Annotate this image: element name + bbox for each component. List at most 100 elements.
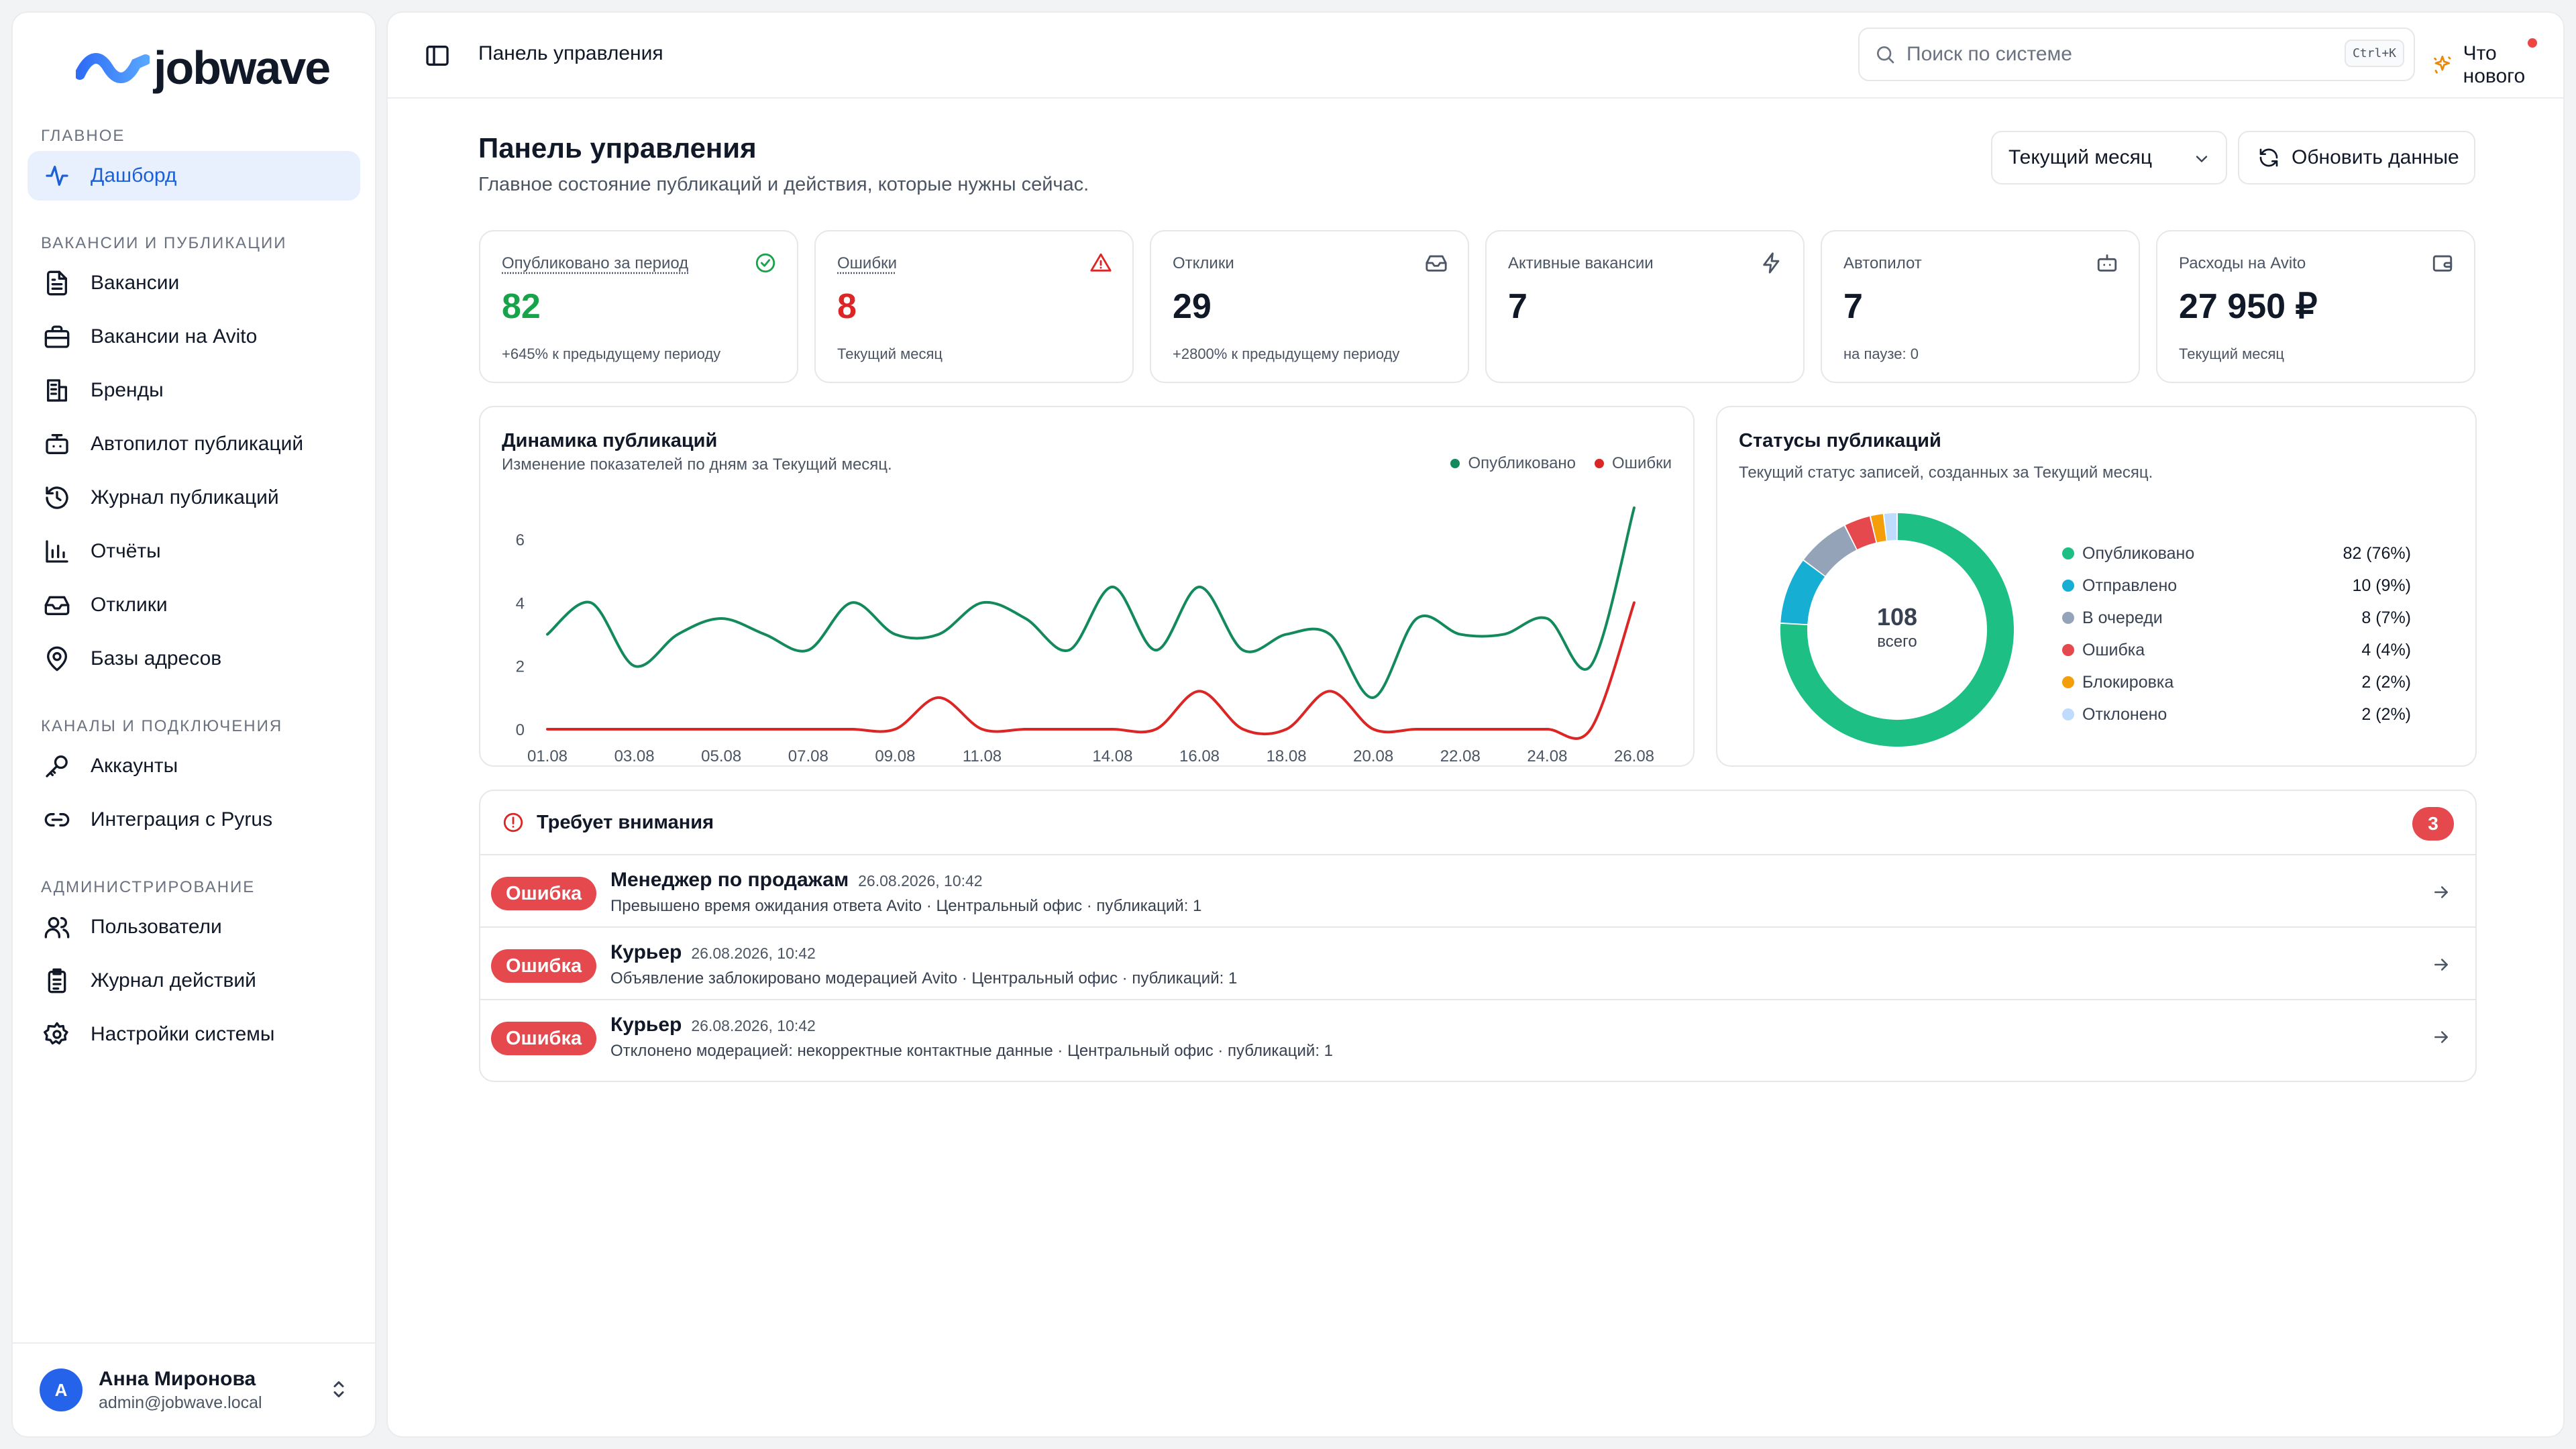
inbox-icon bbox=[1426, 255, 1447, 272]
stat-note: на паузе: 0 bbox=[1843, 345, 1919, 362]
search-input[interactable] bbox=[1907, 43, 2296, 66]
whats-new-label: Что нового bbox=[2463, 42, 2526, 87]
x-tick-label: 26.08 bbox=[1614, 747, 1654, 765]
stat-card-responses: Отклики 29 +2800% к предыдущему периоду bbox=[1150, 230, 1469, 383]
legend-dot bbox=[2062, 612, 2074, 624]
page-subtitle: Главное состояние публикаций и действия,… bbox=[478, 174, 1089, 195]
stat-label[interactable]: Ошибки bbox=[837, 254, 897, 272]
sidebar-item-users[interactable]: Пользователи bbox=[28, 902, 360, 952]
status-legend-item: В очереди 8 (7%) bbox=[2062, 602, 2411, 634]
donut-slice-1 bbox=[1780, 560, 1825, 625]
search-icon bbox=[1877, 46, 1894, 64]
activity-icon bbox=[46, 166, 68, 186]
sidebar-item-label: Автопилот публикаций bbox=[91, 433, 304, 455]
status-legend-label: Блокировка bbox=[2082, 672, 2174, 692]
sidebar-item-label: Вакансии bbox=[91, 272, 180, 294]
nav-section-vacancies: ВАКАНСИИ И ПУБЛИКАЦИИ bbox=[41, 234, 287, 252]
x-tick-label: 14.08 bbox=[1092, 747, 1132, 765]
key-icon bbox=[46, 755, 68, 777]
user-menu[interactable]: А Анна Миронова admin@jobwave.local bbox=[13, 1342, 375, 1436]
sidebar-item-label: Бренды bbox=[91, 379, 164, 401]
attention-item[interactable]: Ошибка Курьер 26.08.2026, 10:42 Отклонено… bbox=[480, 1000, 2475, 1073]
legend-item-published: Опубликовано bbox=[1450, 454, 1576, 473]
status-legend-value: 2 (2%) bbox=[2361, 704, 2411, 724]
x-tick-label: 22.08 bbox=[1440, 747, 1481, 765]
sidebar-item-label: Пользователи bbox=[91, 916, 222, 938]
main-content: Панель управления Ctrl+K Что нового Пане… bbox=[386, 11, 2565, 1438]
panel-subtitle: Изменение показателей по дням за Текущий… bbox=[502, 455, 892, 474]
stat-value: 82 bbox=[502, 287, 541, 326]
y-tick-label: 0 bbox=[516, 721, 525, 739]
status-legend-item: Блокировка 2 (2%) bbox=[2062, 666, 2411, 698]
panel-title: Динамика публикаций bbox=[502, 430, 718, 451]
sidebar-item-accounts[interactable]: Аккаунты bbox=[28, 741, 360, 791]
stat-value: 8 bbox=[837, 287, 857, 326]
sparkles-icon bbox=[2434, 55, 2451, 74]
stat-value: 29 bbox=[1173, 287, 1212, 326]
sidebar-toggle-icon[interactable] bbox=[424, 42, 451, 69]
x-tick-label: 05.08 bbox=[701, 747, 741, 765]
arrow-right-icon[interactable] bbox=[2431, 882, 2451, 902]
sidebar-item-pyrus-integration[interactable]: Интеграция с Pyrus bbox=[28, 795, 360, 845]
y-tick-label: 6 bbox=[516, 531, 525, 549]
sidebar-item-dashboard[interactable]: Дашборд bbox=[28, 151, 360, 201]
sidebar-item-label: Журнал публикаций bbox=[91, 486, 279, 508]
search-box[interactable]: Ctrl+K bbox=[1858, 28, 2415, 81]
map-pin-icon bbox=[47, 646, 68, 672]
x-tick-label: 16.08 bbox=[1179, 747, 1220, 765]
nav-section-admin: АДМИНИСТРИРОВАНИЕ bbox=[41, 878, 256, 896]
stat-label[interactable]: Опубликовано за период bbox=[502, 254, 689, 272]
legend-item-errors: Ошибки bbox=[1595, 454, 1672, 473]
sidebar-item-address-bases[interactable]: Базы адресов bbox=[28, 634, 360, 684]
brand-logo[interactable]: jobwave bbox=[76, 41, 331, 95]
attention-item[interactable]: Ошибка Менеджер по продажам 26.08.2026, 1… bbox=[480, 855, 2475, 928]
sidebar-item-vacancies[interactable]: Вакансии bbox=[28, 258, 360, 308]
chevrons-up-down-icon[interactable] bbox=[327, 1377, 351, 1401]
stat-label: Отклики bbox=[1173, 254, 1234, 272]
refresh-button[interactable]: Обновить данные bbox=[2238, 131, 2475, 184]
user-name: Анна Миронова bbox=[99, 1367, 256, 1390]
user-email: admin@jobwave.local bbox=[99, 1393, 262, 1412]
sidebar-item-label: Настройки системы bbox=[91, 1023, 275, 1045]
status-legend-value: 8 (7%) bbox=[2361, 608, 2411, 627]
whats-new-button[interactable]: Что нового bbox=[2431, 42, 2563, 88]
status-badge: Ошибка bbox=[491, 949, 597, 983]
sidebar-item-label: Базы адресов bbox=[91, 647, 222, 669]
sidebar-item-settings[interactable]: Настройки системы bbox=[28, 1010, 360, 1059]
publication-statuses-panel: Статусы публикаций Текущий статус записе… bbox=[1716, 406, 2477, 767]
users-icon bbox=[44, 917, 70, 938]
sidebar-item-reports[interactable]: Отчёты bbox=[28, 527, 360, 576]
stat-label: Расходы на Avito bbox=[2179, 254, 2306, 272]
sidebar-item-brands[interactable]: Бренды bbox=[28, 366, 360, 415]
arrow-right-icon[interactable] bbox=[2431, 1027, 2451, 1047]
sidebar-item-action-log[interactable]: Журнал действий bbox=[28, 956, 360, 1006]
stat-note: Текущий месяц bbox=[837, 345, 943, 362]
sidebar-item-autopilot[interactable]: Автопилот публикаций bbox=[28, 419, 360, 469]
sidebar-item-label: Дашборд bbox=[91, 164, 177, 186]
sidebar-item-avito-vacancies[interactable]: Вакансии на Avito bbox=[28, 312, 360, 362]
donut-total: 108 bbox=[1876, 603, 1918, 631]
attention-header: Требует внимания 3 bbox=[480, 791, 2475, 855]
sidebar-item-responses[interactable]: Отклики bbox=[28, 580, 360, 630]
search-shortcut: Ctrl+K bbox=[2344, 40, 2404, 67]
panel-title: Статусы публикаций bbox=[1739, 430, 1941, 451]
x-tick-label: 03.08 bbox=[614, 747, 655, 765]
donut-slice-4 bbox=[1870, 514, 1886, 543]
period-select[interactable]: Текущий месяц bbox=[1991, 131, 2227, 184]
sidebar-item-publication-log[interactable]: Журнал публикаций bbox=[28, 473, 360, 523]
legend-dot bbox=[2062, 708, 2074, 720]
attention-panel: Требует внимания 3 Ошибка Менеджер по пр… bbox=[479, 790, 2477, 1082]
nav-section-channels: КАНАЛЫ И ПОДКЛЮЧЕНИЯ bbox=[41, 717, 283, 735]
link-icon bbox=[44, 813, 70, 826]
status-legend-label: Опубликовано bbox=[2082, 543, 2195, 563]
status-legend-value: 4 (4%) bbox=[2361, 640, 2411, 659]
arrow-right-icon[interactable] bbox=[2431, 955, 2451, 975]
sidebar: jobwave ГЛАВНОЕ Дашборд ВАКАНСИИ И ПУБЛИ… bbox=[11, 11, 376, 1438]
refresh-icon bbox=[2259, 148, 2278, 167]
status-badge: Ошибка bbox=[491, 1022, 597, 1055]
notification-dot bbox=[2528, 38, 2537, 48]
attention-item-time: 26.08.2026, 10:42 bbox=[691, 945, 816, 962]
legend-label: Ошибки bbox=[1612, 454, 1672, 472]
attention-item[interactable]: Ошибка Курьер 26.08.2026, 10:42 Объявлени… bbox=[480, 928, 2475, 1000]
panel-subtitle: Текущий статус записей, созданных за Тек… bbox=[1739, 464, 2153, 482]
